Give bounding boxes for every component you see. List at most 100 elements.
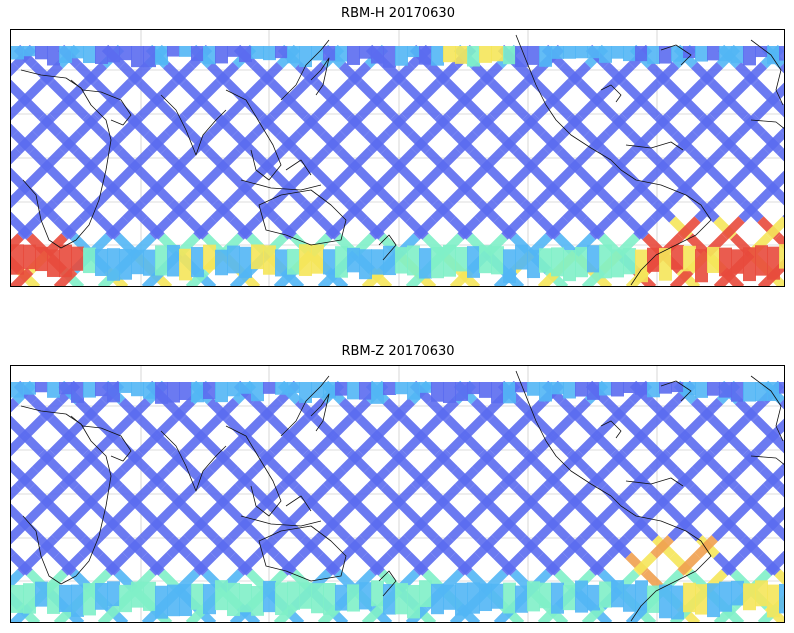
swath-segment (288, 164, 313, 189)
swath-cell (23, 46, 36, 57)
swath-cell (179, 382, 192, 400)
swath-segment (769, 96, 784, 118)
swath-segment (644, 147, 669, 172)
swath-segment (539, 466, 564, 491)
swath-segment (21, 96, 45, 120)
swath-segment (627, 130, 652, 155)
swath-segment (457, 552, 481, 576)
swath-cell (587, 382, 600, 400)
swath-segment (376, 500, 401, 525)
swath-segment (594, 79, 618, 103)
swath-cell (611, 382, 624, 397)
swath-cell (635, 382, 648, 395)
swath-segment (183, 181, 208, 206)
swath-cell (119, 382, 132, 393)
swath-segment (286, 79, 310, 103)
swath-segment (583, 466, 608, 491)
swath-segment (66, 79, 90, 103)
swath-cell (167, 46, 180, 57)
swath-cell (35, 46, 48, 60)
swath-segment (143, 130, 168, 155)
swath-cell (275, 46, 288, 59)
swath-segment (430, 199, 454, 223)
swath-cell (143, 46, 156, 68)
swath-segment (774, 569, 784, 586)
coastline (280, 375, 330, 437)
swath-cell (407, 584, 420, 619)
swath-segment (204, 483, 229, 508)
swath-segment (522, 449, 546, 473)
swath-segment (684, 164, 709, 189)
swath-segment (617, 164, 642, 189)
swath-segment (508, 164, 533, 189)
swath-segment (74, 61, 99, 86)
swath-segment (271, 181, 296, 206)
swath-segment (105, 552, 129, 576)
swath-segment (288, 500, 313, 525)
swath-segment (48, 79, 72, 103)
swath-segment (464, 164, 489, 189)
swath-cell (671, 245, 684, 270)
swath-cell (671, 585, 684, 620)
swath-cell (743, 46, 756, 66)
swath-segment (315, 181, 340, 206)
swath-segment (602, 397, 627, 422)
swath-segment (65, 96, 89, 120)
swath-segment (772, 506, 784, 525)
swath-segment (292, 147, 317, 172)
swath-segment (336, 147, 361, 172)
swath-segment (501, 552, 525, 576)
swath-map-rbm-z (11, 366, 784, 622)
swath-segment (285, 432, 309, 456)
swath-segment (749, 500, 774, 525)
swath-cell (23, 244, 36, 270)
swath-cell (59, 244, 72, 278)
swath-segment (474, 199, 498, 223)
swath-segment (424, 147, 449, 172)
swath-segment (765, 216, 784, 240)
swath-segment (162, 61, 187, 86)
map-panel-rbm-h (10, 29, 785, 287)
swath-segment (248, 147, 273, 172)
swath-cell (251, 244, 264, 270)
swath-cell (503, 582, 516, 614)
swath-segment (268, 415, 292, 439)
swath-cell (431, 382, 444, 402)
swath-segment (382, 61, 407, 86)
swath-cell (335, 584, 348, 611)
swath-segment (688, 483, 713, 508)
swath-cell (419, 382, 432, 393)
swath-segment (562, 199, 586, 223)
swath-segment (153, 96, 177, 120)
swath-cell (287, 248, 300, 275)
swath-cell (119, 584, 132, 613)
swath-cell (275, 382, 288, 395)
swath-cell (743, 247, 756, 282)
swath-segment (529, 500, 554, 525)
swath-segment (156, 164, 181, 189)
swath-cell (59, 46, 72, 63)
swath-segment (197, 432, 221, 456)
swath-segment (532, 79, 556, 103)
swath-segment (488, 415, 512, 439)
swath-segment (610, 449, 634, 473)
swath-cell (179, 248, 192, 281)
swath-cell (107, 581, 120, 607)
swath-cell (683, 382, 696, 396)
swath-segment (294, 397, 319, 422)
swath-segment (495, 130, 520, 155)
swath-segment (441, 500, 466, 525)
swath-segment (682, 415, 706, 439)
swath-segment (562, 535, 586, 559)
swath-segment (336, 483, 361, 508)
swath-cell (359, 382, 372, 400)
swath-cell (443, 244, 456, 277)
swath-segment (118, 61, 143, 86)
swath-cell (407, 46, 420, 58)
swath-segment (22, 79, 46, 103)
swath-segment (180, 415, 204, 439)
swath-cell (23, 583, 36, 614)
swath-cell (383, 245, 396, 276)
swath-segment (638, 415, 662, 439)
swath-segment (105, 216, 129, 240)
